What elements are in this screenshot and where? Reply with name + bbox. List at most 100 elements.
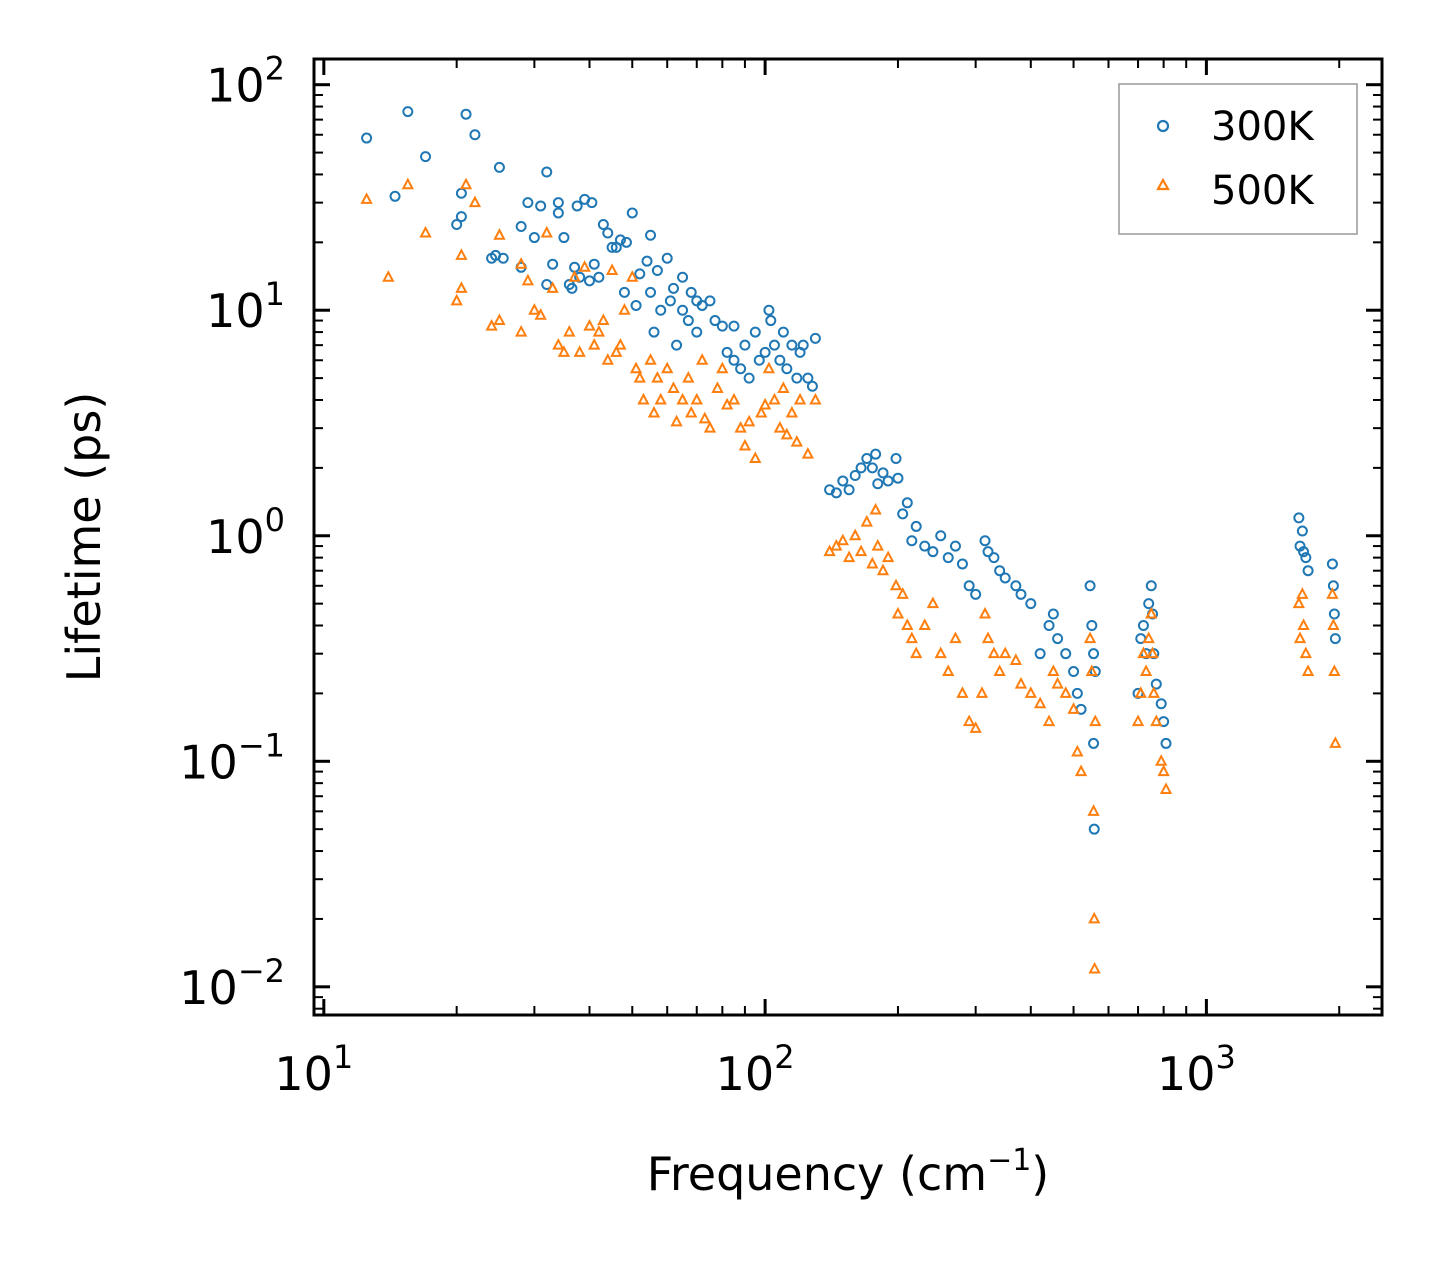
point-500K xyxy=(849,528,862,541)
point-500K xyxy=(485,319,498,331)
point-500K xyxy=(468,195,482,208)
point-300K xyxy=(906,535,918,547)
point-500K xyxy=(1147,686,1160,698)
point-300K xyxy=(709,315,721,327)
point-300K xyxy=(806,380,818,392)
legend-marker-500k xyxy=(1156,177,1170,191)
point-500K xyxy=(738,438,752,451)
legend-box xyxy=(1118,83,1358,235)
point-300K xyxy=(460,108,472,120)
point-300K xyxy=(768,339,780,351)
legend-label-500k: 500K xyxy=(1211,168,1315,214)
point-300K xyxy=(651,265,663,277)
point-500K xyxy=(1139,664,1153,677)
point-500K xyxy=(981,631,995,644)
point-500K xyxy=(793,392,807,405)
point-300K xyxy=(1071,687,1083,699)
point-300K xyxy=(664,295,676,307)
point-300K xyxy=(696,299,708,311)
point-500K xyxy=(450,293,463,306)
point-300K xyxy=(671,339,683,351)
point-300K xyxy=(547,258,559,270)
point-500K xyxy=(618,303,631,315)
point-300K xyxy=(1086,620,1098,632)
point-500K xyxy=(901,618,914,631)
point-500K xyxy=(592,324,606,337)
point-300K xyxy=(774,354,786,366)
point-300K xyxy=(641,255,653,267)
point-300K xyxy=(1298,546,1310,558)
point-300K xyxy=(1150,678,1162,690)
point-300K xyxy=(979,535,991,547)
point-300K xyxy=(1160,737,1172,749)
point-300K xyxy=(877,467,889,479)
point-300K xyxy=(910,520,922,532)
point-500K xyxy=(963,714,976,727)
point-500K xyxy=(842,550,856,563)
point-300K xyxy=(849,470,861,482)
point-500K xyxy=(573,345,586,357)
point-500K xyxy=(1146,646,1159,659)
point-500K xyxy=(1083,631,1097,644)
point-500K xyxy=(1047,664,1060,677)
point-500K xyxy=(1009,653,1023,665)
point-500K xyxy=(647,405,661,418)
point-500K xyxy=(755,405,768,418)
point-500K xyxy=(942,664,955,677)
point-300K xyxy=(566,282,578,294)
point-500K xyxy=(605,263,619,276)
x-tick-label: 101 xyxy=(274,1038,353,1101)
point-300K xyxy=(558,232,570,244)
point-500K xyxy=(711,381,724,393)
point-300K xyxy=(791,372,803,384)
point-500K xyxy=(758,397,772,410)
point-300K xyxy=(830,487,842,499)
point-500K xyxy=(773,421,787,433)
point-500K xyxy=(1014,676,1028,689)
point-500K xyxy=(695,353,709,365)
point-300K xyxy=(667,282,679,294)
point-300K xyxy=(535,200,547,212)
point-500K xyxy=(905,631,918,644)
point-500K xyxy=(1150,714,1163,727)
point-300K xyxy=(786,339,798,351)
point-500K xyxy=(978,606,992,619)
point-300K xyxy=(763,304,775,316)
point-500K xyxy=(1067,702,1080,714)
point-500K xyxy=(716,361,729,374)
point-300K xyxy=(942,552,954,564)
point-300K xyxy=(935,530,947,542)
point-300K xyxy=(739,339,751,351)
point-300K xyxy=(749,326,761,338)
point-500K xyxy=(727,392,741,405)
point-300K xyxy=(1025,598,1037,610)
point-300K xyxy=(614,234,626,246)
point-300K xyxy=(999,572,1011,584)
point-500K xyxy=(651,370,664,383)
point-300K xyxy=(1088,648,1100,660)
point-500K xyxy=(987,646,1001,659)
point-300K xyxy=(645,286,657,298)
point-500K xyxy=(896,587,909,599)
point-300K xyxy=(626,207,638,219)
point-300K xyxy=(1145,580,1157,592)
point-500K xyxy=(455,281,468,293)
point-500K xyxy=(1326,587,1339,599)
point-500K xyxy=(889,578,903,591)
point-300K xyxy=(1137,620,1149,632)
point-300K xyxy=(451,218,463,230)
point-500K xyxy=(949,631,962,644)
point-500K xyxy=(419,225,432,238)
point-500K xyxy=(1137,646,1150,659)
point-300K xyxy=(765,315,777,327)
plot-frame xyxy=(312,57,1384,1017)
point-500K xyxy=(455,248,468,260)
point-300K xyxy=(927,546,939,558)
point-300K xyxy=(634,268,646,280)
point-300K xyxy=(682,315,694,327)
point-500K xyxy=(401,177,414,190)
point-300K xyxy=(837,475,849,487)
point-500K xyxy=(993,664,1006,677)
point-500K xyxy=(910,646,923,659)
